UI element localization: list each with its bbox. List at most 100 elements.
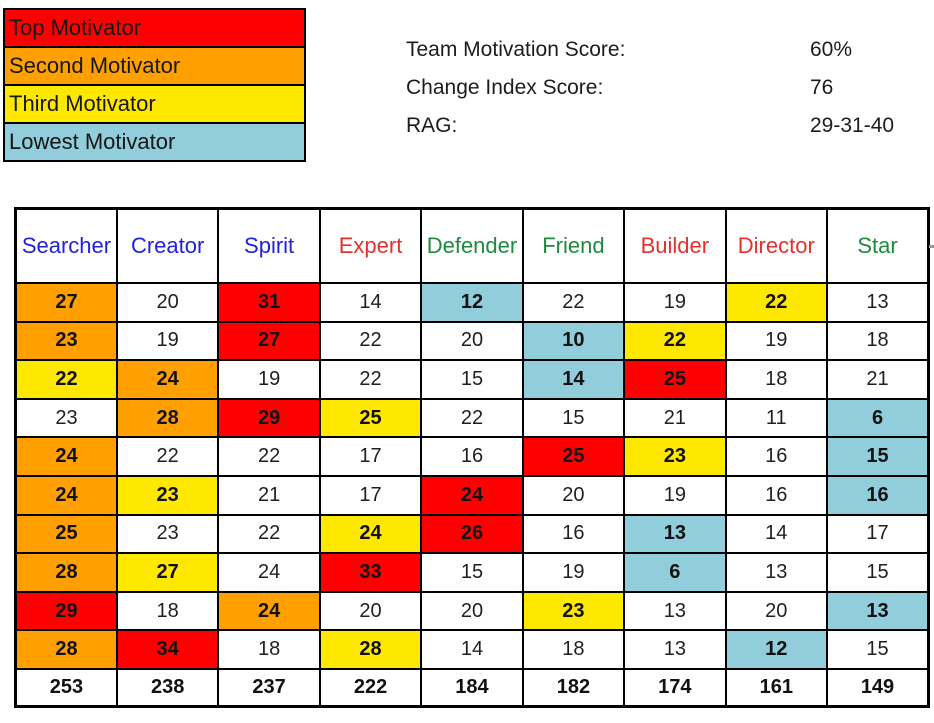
score-cell-director-r1[interactable]: 22 bbox=[724, 282, 829, 323]
score-cell-searcher-r4[interactable]: 23 bbox=[14, 397, 118, 439]
score-cell-builder-r1[interactable]: 19 bbox=[623, 282, 727, 323]
score-cell-spirit-r6[interactable]: 21 bbox=[217, 474, 321, 516]
score-cell-spirit-r8[interactable]: 24 bbox=[217, 552, 321, 593]
total-cell-director[interactable]: 161 bbox=[724, 667, 829, 708]
score-cell-creator-r6[interactable]: 23 bbox=[115, 474, 220, 516]
score-cell-spirit-r9[interactable]: 24 bbox=[217, 590, 321, 632]
score-cell-director-r4[interactable]: 11 bbox=[724, 397, 829, 439]
score-cell-director-r9[interactable]: 20 bbox=[724, 590, 829, 632]
score-cell-star-r1[interactable]: 13 bbox=[826, 282, 930, 323]
score-cell-friend-r7[interactable]: 16 bbox=[521, 513, 626, 555]
column-header-builder[interactable]: Builder bbox=[623, 207, 727, 284]
column-header-defender[interactable]: Defender bbox=[420, 207, 524, 284]
score-cell-spirit-r2[interactable]: 27 bbox=[217, 320, 321, 362]
score-cell-creator-r10[interactable]: 34 bbox=[115, 629, 220, 670]
total-cell-spirit[interactable]: 237 bbox=[217, 667, 321, 708]
score-cell-builder-r8[interactable]: 6 bbox=[623, 552, 727, 593]
score-cell-friend-r10[interactable]: 18 bbox=[521, 629, 626, 670]
legend-item-lowest-motivator[interactable]: Lowest Motivator bbox=[5, 122, 304, 160]
total-cell-star[interactable]: 149 bbox=[826, 667, 930, 708]
score-cell-star-r2[interactable]: 18 bbox=[826, 320, 930, 362]
score-cell-expert-r4[interactable]: 25 bbox=[318, 397, 423, 439]
score-cell-defender-r4[interactable]: 22 bbox=[420, 397, 524, 439]
score-cell-spirit-r1[interactable]: 31 bbox=[217, 282, 321, 323]
column-header-spirit[interactable]: Spirit bbox=[217, 207, 321, 284]
total-cell-defender[interactable]: 184 bbox=[420, 667, 524, 708]
score-cell-defender-r7[interactable]: 26 bbox=[420, 513, 524, 555]
total-cell-searcher[interactable]: 253 bbox=[14, 667, 118, 708]
score-cell-director-r10[interactable]: 12 bbox=[724, 629, 829, 670]
score-cell-searcher-r1[interactable]: 27 bbox=[14, 282, 118, 323]
score-cell-defender-r8[interactable]: 15 bbox=[420, 552, 524, 593]
score-cell-expert-r8[interactable]: 33 bbox=[318, 552, 423, 593]
score-cell-star-r8[interactable]: 15 bbox=[826, 552, 930, 593]
score-cell-defender-r3[interactable]: 15 bbox=[420, 359, 524, 400]
score-cell-builder-r7[interactable]: 13 bbox=[623, 513, 727, 555]
total-cell-creator[interactable]: 238 bbox=[115, 667, 220, 708]
score-cell-builder-r6[interactable]: 19 bbox=[623, 474, 727, 516]
score-cell-defender-r6[interactable]: 24 bbox=[420, 474, 524, 516]
score-cell-expert-r10[interactable]: 28 bbox=[318, 629, 423, 670]
score-cell-builder-r9[interactable]: 13 bbox=[623, 590, 727, 632]
score-cell-builder-r2[interactable]: 22 bbox=[623, 320, 727, 362]
score-cell-spirit-r10[interactable]: 18 bbox=[217, 629, 321, 670]
score-cell-creator-r3[interactable]: 24 bbox=[115, 359, 220, 400]
column-header-creator[interactable]: Creator bbox=[115, 207, 220, 284]
score-cell-creator-r7[interactable]: 23 bbox=[115, 513, 220, 555]
legend-item-top-motivator[interactable]: Top Motivator bbox=[5, 10, 304, 46]
score-cell-expert-r2[interactable]: 22 bbox=[318, 320, 423, 362]
score-cell-searcher-r10[interactable]: 28 bbox=[14, 629, 118, 670]
score-cell-director-r5[interactable]: 16 bbox=[724, 436, 829, 477]
score-cell-builder-r3[interactable]: 25 bbox=[623, 359, 727, 400]
score-cell-director-r7[interactable]: 14 bbox=[724, 513, 829, 555]
legend-item-second-motivator[interactable]: Second Motivator bbox=[5, 46, 304, 84]
score-cell-searcher-r8[interactable]: 28 bbox=[14, 552, 118, 593]
total-cell-friend[interactable]: 182 bbox=[521, 667, 626, 708]
score-cell-star-r9[interactable]: 13 bbox=[826, 590, 930, 632]
column-header-friend[interactable]: Friend bbox=[521, 207, 626, 284]
score-cell-searcher-r3[interactable]: 22 bbox=[14, 359, 118, 400]
score-cell-star-r3[interactable]: 21 bbox=[826, 359, 930, 400]
score-cell-builder-r4[interactable]: 21 bbox=[623, 397, 727, 439]
score-cell-friend-r8[interactable]: 19 bbox=[521, 552, 626, 593]
score-cell-director-r6[interactable]: 16 bbox=[724, 474, 829, 516]
column-header-director[interactable]: Director bbox=[724, 207, 829, 284]
score-cell-star-r10[interactable]: 15 bbox=[826, 629, 930, 670]
score-cell-spirit-r7[interactable]: 22 bbox=[217, 513, 321, 555]
score-cell-searcher-r9[interactable]: 29 bbox=[14, 590, 118, 632]
score-cell-defender-r9[interactable]: 20 bbox=[420, 590, 524, 632]
score-cell-defender-r2[interactable]: 20 bbox=[420, 320, 524, 362]
score-cell-expert-r9[interactable]: 20 bbox=[318, 590, 423, 632]
score-cell-friend-r9[interactable]: 23 bbox=[521, 590, 626, 632]
score-cell-creator-r1[interactable]: 20 bbox=[115, 282, 220, 323]
score-cell-expert-r6[interactable]: 17 bbox=[318, 474, 423, 516]
score-cell-spirit-r3[interactable]: 19 bbox=[217, 359, 321, 400]
score-cell-star-r5[interactable]: 15 bbox=[826, 436, 930, 477]
score-cell-defender-r5[interactable]: 16 bbox=[420, 436, 524, 477]
score-cell-searcher-r5[interactable]: 24 bbox=[14, 436, 118, 477]
score-cell-director-r2[interactable]: 19 bbox=[724, 320, 829, 362]
score-cell-director-r8[interactable]: 13 bbox=[724, 552, 829, 593]
score-cell-star-r7[interactable]: 17 bbox=[826, 513, 930, 555]
score-cell-friend-r5[interactable]: 25 bbox=[521, 436, 626, 477]
score-cell-creator-r8[interactable]: 27 bbox=[115, 552, 220, 593]
score-cell-creator-r9[interactable]: 18 bbox=[115, 590, 220, 632]
score-cell-creator-r5[interactable]: 22 bbox=[115, 436, 220, 477]
score-cell-expert-r3[interactable]: 22 bbox=[318, 359, 423, 400]
score-cell-friend-r6[interactable]: 20 bbox=[521, 474, 626, 516]
score-cell-spirit-r5[interactable]: 22 bbox=[217, 436, 321, 477]
score-cell-expert-r5[interactable]: 17 bbox=[318, 436, 423, 477]
score-cell-director-r3[interactable]: 18 bbox=[724, 359, 829, 400]
score-cell-friend-r1[interactable]: 22 bbox=[521, 282, 626, 323]
legend-item-third-motivator[interactable]: Third Motivator bbox=[5, 84, 304, 122]
score-cell-expert-r1[interactable]: 14 bbox=[318, 282, 423, 323]
score-cell-friend-r3[interactable]: 14 bbox=[521, 359, 626, 400]
score-cell-star-r4[interactable]: 6 bbox=[826, 397, 930, 439]
score-cell-searcher-r2[interactable]: 23 bbox=[14, 320, 118, 362]
score-cell-defender-r10[interactable]: 14 bbox=[420, 629, 524, 670]
column-header-star[interactable]: Star bbox=[826, 207, 930, 284]
score-cell-creator-r4[interactable]: 28 bbox=[115, 397, 220, 439]
score-cell-creator-r2[interactable]: 19 bbox=[115, 320, 220, 362]
score-cell-spirit-r4[interactable]: 29 bbox=[217, 397, 321, 439]
score-cell-friend-r4[interactable]: 15 bbox=[521, 397, 626, 439]
